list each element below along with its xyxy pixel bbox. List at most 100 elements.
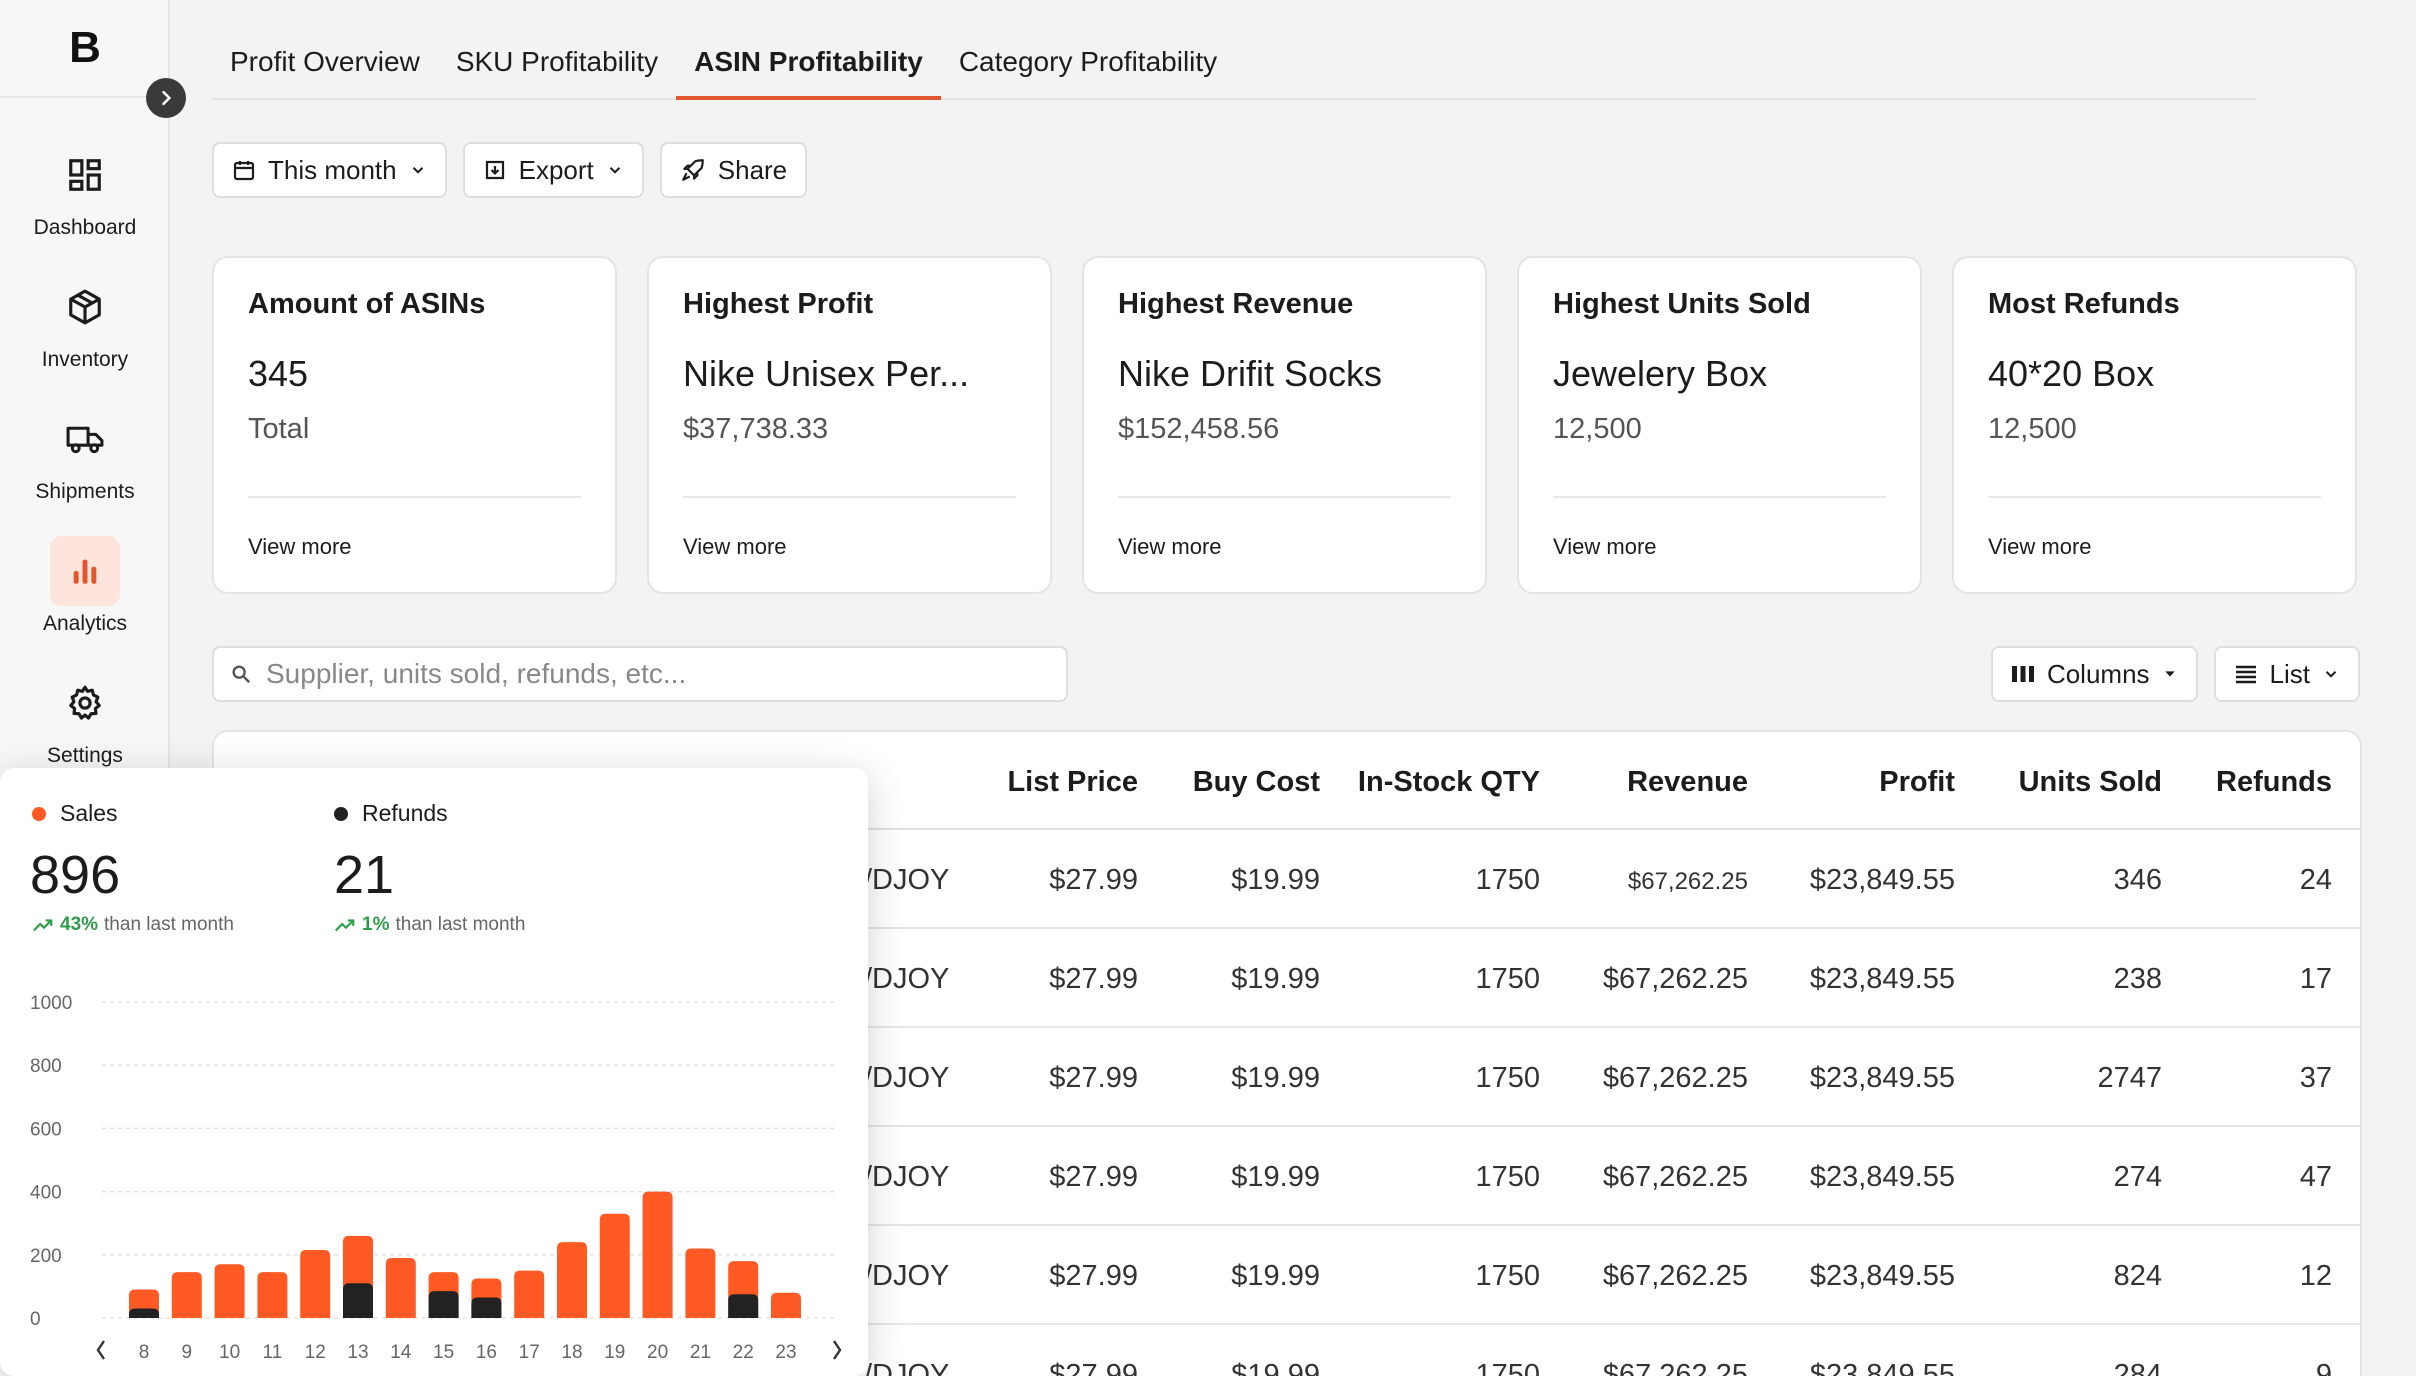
table-row[interactable]: /DJOY $27.99 $19.99 1750 $67,262.25 $23,849.5… (214, 1226, 2360, 1325)
card-title: Most Refunds (1988, 288, 2180, 320)
refunds-bar (129, 1308, 159, 1318)
sidebar-item-analytics[interactable]: Analytics (0, 524, 170, 656)
sales-delta-percent: 43% (60, 914, 99, 935)
logo-area: B (0, 0, 168, 98)
sales-legend: Sales (32, 800, 118, 827)
column-header-in-stock-qty[interactable]: In-Stock QTY (1357, 766, 1540, 798)
x-tick-label: 10 (219, 1342, 240, 1363)
sales-bar (214, 1264, 245, 1318)
cell-list-price: $27.99 (1049, 1062, 1138, 1094)
card-title: Amount of ASINs (248, 288, 486, 320)
divider (1988, 496, 2321, 498)
y-tick-label: 600 (30, 1119, 62, 1140)
logo[interactable]: B (69, 23, 101, 72)
list-view-dropdown[interactable]: List (2213, 646, 2360, 702)
table-row[interactable]: /DJOY $27.99 $19.99 1750 $67,262.25 $23,849.5… (214, 1325, 2360, 1376)
view-more-link[interactable]: View more (1118, 534, 1222, 559)
divider (683, 496, 1016, 498)
view-more-link[interactable]: View more (1988, 534, 2092, 559)
sidebar-toggle-button[interactable] (146, 78, 186, 118)
chart-next-icon[interactable] (833, 1340, 842, 1360)
x-tick-label: 16 (476, 1342, 497, 1363)
cell-revenue: $67,262.25 (1627, 868, 1748, 895)
share-label: Share (717, 154, 788, 185)
columns-dropdown[interactable]: Columns (1990, 646, 2198, 702)
x-tick-label: 17 (519, 1342, 540, 1363)
cell-in-stock-qty: 1750 (1475, 1359, 1540, 1376)
divider (1118, 496, 1451, 498)
sales-legend-dot (32, 806, 46, 821)
cell-profit: $23,849.55 (1809, 864, 1955, 896)
export-dropdown[interactable]: Export (462, 142, 644, 198)
tab-profit-overview[interactable]: Profit Overview (230, 46, 420, 77)
y-tick-label: 0 (30, 1309, 41, 1330)
rocket-icon (681, 159, 704, 181)
column-header-revenue[interactable]: Revenue (1627, 766, 1748, 798)
x-tick-label: 14 (390, 1342, 412, 1363)
cell-in-stock-qty: 1750 (1475, 1260, 1540, 1292)
tab-asin-profitability[interactable]: ASIN Profitability (676, 46, 941, 100)
card-title: Highest Revenue (1118, 288, 1354, 320)
caret-down-icon (2164, 671, 2175, 677)
table-row[interactable]: /DJOY $27.99 $19.99 1750 $67,262.25 $23,849.5… (214, 1127, 2360, 1226)
x-tick-label: 8 (139, 1342, 150, 1363)
trend-up-icon (335, 919, 355, 932)
card-value: 345 (248, 353, 309, 394)
table-row[interactable]: /DJOY $27.99 $19.99 1750 $67,262.25 $23,849.5… (214, 830, 2360, 929)
cell-units-sold: 238 (2113, 963, 2162, 995)
sidebar-item-label: Inventory (41, 348, 129, 371)
card-value: 40*20 Box (1988, 353, 2155, 394)
chevron-down-icon (412, 167, 423, 174)
sidebar-item-shipments[interactable]: Shipments (0, 392, 170, 524)
cell-asin: /DJOY (864, 963, 950, 995)
tab-sku-profitability[interactable]: SKU Profitability (455, 46, 659, 77)
cell-refunds: 9 (2315, 1359, 2332, 1376)
x-tick-label: 13 (347, 1342, 368, 1363)
card-sub: $152,458.56 (1118, 413, 1280, 445)
columns-icon (2011, 666, 2034, 682)
cell-list-price: $27.99 (1049, 864, 1138, 896)
x-tick-label: 21 (690, 1342, 711, 1363)
cell-asin: /DJOY (864, 1359, 950, 1376)
view-more-link[interactable]: View more (683, 534, 787, 559)
sidebar-item-label: Analytics (42, 612, 128, 635)
view-more-link[interactable]: View more (1553, 534, 1657, 559)
sidebar-item-dashboard[interactable]: Dashboard (0, 128, 170, 260)
cell-profit: $23,849.55 (1809, 1260, 1955, 1292)
card-value: Nike Unisex Per... (683, 353, 970, 394)
cell-profit: $23,849.55 (1809, 963, 1955, 995)
column-header-units-sold[interactable]: Units Sold (2018, 766, 2162, 798)
card-sub: Total (248, 413, 310, 445)
chart-prev-icon[interactable] (96, 1340, 105, 1360)
sidebar-item-settings[interactable]: Settings (0, 656, 170, 788)
cell-asin: /DJOY (864, 1260, 950, 1292)
cell-buy-cost: $19.99 (1231, 963, 1320, 995)
column-header-list-price[interactable]: List Price (1007, 766, 1138, 798)
view-more-link[interactable]: View more (248, 534, 352, 559)
sales-bar (557, 1242, 587, 1318)
column-header-profit[interactable]: Profit (1879, 766, 1955, 798)
share-button[interactable]: Share (659, 142, 808, 198)
sales-bar (171, 1272, 202, 1318)
y-tick-label: 200 (30, 1246, 62, 1267)
column-header-buy-cost[interactable]: Buy Cost (1192, 766, 1320, 798)
x-tick-label: 23 (775, 1342, 796, 1363)
column-header-refunds[interactable]: Refunds (2216, 766, 2332, 798)
sidebar-item-label: Settings (47, 744, 123, 767)
sales-bar (685, 1248, 716, 1318)
tab-category-profitability[interactable]: Category Profitability (958, 46, 1218, 77)
cell-profit: $23,849.55 (1809, 1359, 1955, 1376)
sidebar-item-inventory[interactable]: Inventory (0, 260, 170, 392)
card-highest-units-sold: Highest Units Sold Jewelery Box 12,500 V… (1517, 256, 1922, 594)
y-tick-label: 800 (30, 1056, 62, 1077)
search-input[interactable] (266, 658, 1026, 690)
cell-revenue: $67,262.25 (1602, 1161, 1748, 1193)
date-range-dropdown[interactable]: This month (212, 142, 447, 198)
cell-buy-cost: $19.99 (1231, 1161, 1320, 1193)
card-title: Highest Units Sold (1553, 288, 1811, 320)
refunds-bar (471, 1297, 502, 1318)
sales-legend-label: Sales (60, 800, 118, 826)
cell-in-stock-qty: 1750 (1475, 963, 1540, 995)
table-row[interactable]: /DJOY $27.99 $19.99 1750 $67,262.25 $23,849.5… (214, 1028, 2360, 1127)
table-row[interactable]: /DJOY $27.99 $19.99 1750 $67,262.25 $23,849.5… (214, 929, 2360, 1028)
